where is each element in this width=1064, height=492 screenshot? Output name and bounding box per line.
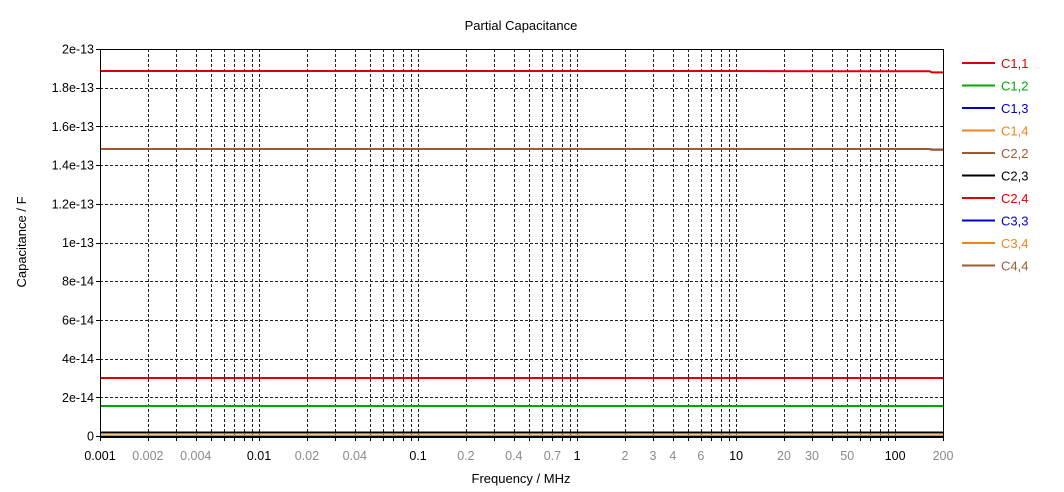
legend: C1,1 C1,2 C1,3 C1,4 C2,2 C2,3 C2,4 C3,3 C3,4 C4,4	[962, 56, 1028, 274]
legend-item-c3-4: C3,4	[962, 236, 1028, 251]
x-tick-label: 3	[649, 449, 656, 463]
y-tick-label: 4e-14	[62, 352, 94, 366]
legend-label: C1,2	[1001, 79, 1028, 94]
y-tick-label: 1.4e-13	[52, 159, 94, 173]
x-tick-label: 0.1	[409, 449, 426, 463]
x-tick-label: 0.04	[343, 449, 367, 463]
axis-ticks: 2e-13 1.8e-13 1.6e-13 1.4e-13 1.2e-13 1e-13 8e…	[52, 43, 954, 464]
y-tick-label: 1.2e-13	[52, 197, 94, 211]
x-tick-label: 6	[697, 449, 704, 463]
x-tick-label: 0.002	[132, 449, 163, 463]
chart-title: Partial Capacitance	[465, 18, 578, 33]
legend-label: C2,4	[1001, 191, 1028, 206]
x-tick-label: 0.2	[457, 449, 474, 463]
grid-lines	[100, 49, 943, 436]
legend-label: C1,3	[1001, 101, 1028, 116]
x-tick-label: 1	[574, 449, 581, 463]
x-tick-label: 0.001	[84, 449, 115, 463]
y-axis-label: Capacitance / F	[14, 196, 29, 287]
x-tick-label: 10	[729, 449, 743, 463]
x-tick-label: 50	[840, 449, 854, 463]
legend-item-c2-2: C2,2	[962, 146, 1028, 161]
x-tick-label: 100	[885, 449, 906, 463]
legend-label: C1,1	[1001, 56, 1028, 71]
y-tick-label: 8e-14	[62, 275, 94, 289]
legend-label: C3,3	[1001, 214, 1028, 229]
plot-series	[100, 70, 943, 437]
y-tick-label: 6e-14	[62, 313, 94, 327]
x-tick-label: 20	[777, 449, 791, 463]
legend-label: C2,2	[1001, 146, 1028, 161]
y-tick-label: 1.8e-13	[52, 81, 94, 95]
legend-item-c1-4: C1,4	[962, 124, 1028, 139]
legend-item-c4-4: C4,4	[962, 259, 1028, 274]
x-tick-label: 4	[669, 449, 676, 463]
legend-item-c1-2: C1,2	[962, 79, 1028, 94]
legend-label: C4,4	[1001, 259, 1028, 274]
y-tick-label: 2e-13	[62, 43, 94, 57]
legend-item-c2-3: C2,3	[962, 169, 1028, 184]
x-tick-label: 2	[621, 449, 628, 463]
legend-item-c1-3: C1,3	[962, 101, 1028, 116]
y-tick-label: 2e-14	[62, 391, 94, 405]
x-tick-label: 0.7	[544, 449, 561, 463]
legend-label: C2,3	[1001, 169, 1028, 184]
y-tick-label: 1e-13	[62, 236, 94, 250]
legend-item-c2-4: C2,4	[962, 191, 1028, 206]
y-tick-label: 0	[87, 430, 94, 444]
x-tick-label: 30	[805, 449, 819, 463]
legend-item-c3-3: C3,3	[962, 214, 1028, 229]
x-tick-label: 0.004	[180, 449, 211, 463]
x-axis-label: Frequency / MHz	[472, 471, 571, 486]
legend-item-c1-1: C1,1	[962, 56, 1028, 71]
legend-label: C1,4	[1001, 124, 1028, 139]
x-tick-label: 200	[933, 449, 954, 463]
plot-frame	[100, 49, 944, 437]
x-tick-label: 0.02	[295, 449, 319, 463]
series-line-c4-4	[100, 148, 943, 151]
series-line-c1-1	[100, 70, 943, 74]
x-tick-label: 0.01	[247, 449, 271, 463]
x-tick-label: 0.4	[505, 449, 522, 463]
legend-label: C3,4	[1001, 236, 1028, 251]
y-tick-label: 1.6e-13	[52, 120, 94, 134]
